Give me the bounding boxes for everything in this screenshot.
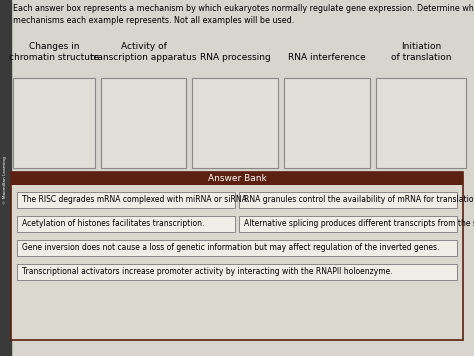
Text: RNA processing: RNA processing	[200, 53, 270, 62]
Bar	[17, 216, 235, 232]
Text: Alternative splicing produces different transcripts from the same gene.: Alternative splicing produces different …	[244, 220, 474, 229]
Text: Each answer box represents a mechanism by which eukaryotes normally regulate gen: Each answer box represents a mechanism b…	[13, 4, 474, 25]
Text: RNA granules control the availability of mRNA for translation.: RNA granules control the availability of…	[244, 195, 474, 204]
Bar	[11, 172, 463, 185]
Text: © Macmillan Learning: © Macmillan Learning	[3, 156, 8, 204]
Bar	[17, 240, 457, 256]
Bar	[11, 172, 463, 340]
Text: Activity of
transcription apparatus: Activity of transcription apparatus	[90, 42, 197, 62]
Text: Transcriptional activators increase promoter activity by interacting with the RN: Transcriptional activators increase prom…	[22, 267, 392, 277]
Bar	[101, 78, 186, 168]
Text: Changes in
chromatin structure: Changes in chromatin structure	[9, 42, 99, 62]
Bar	[0, 0, 11, 356]
Bar	[13, 78, 95, 168]
Text: Gene inversion does not cause a loss of genetic information but may affect regul: Gene inversion does not cause a loss of …	[22, 244, 439, 252]
Text: RNA interference: RNA interference	[288, 53, 366, 62]
Bar	[284, 78, 370, 168]
Text: Acetylation of histones facilitates transcription.: Acetylation of histones facilitates tran…	[22, 220, 204, 229]
Bar	[376, 78, 466, 168]
Text: Answer Bank: Answer Bank	[208, 174, 266, 183]
Bar	[239, 192, 457, 208]
Text: Initiation
of translation: Initiation of translation	[391, 42, 451, 62]
Bar	[17, 264, 457, 280]
Bar	[17, 192, 235, 208]
Text: The RISC degrades mRNA complexed with miRNA or siRNA.: The RISC degrades mRNA complexed with mi…	[22, 195, 249, 204]
Bar	[192, 78, 278, 168]
Bar	[239, 216, 457, 232]
